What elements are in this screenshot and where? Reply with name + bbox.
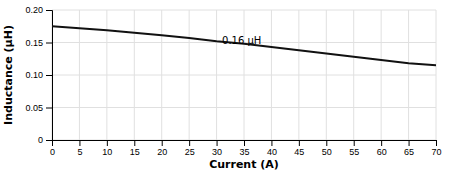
tick-mark <box>354 140 355 146</box>
axis-line <box>53 141 437 147</box>
grid-line-y <box>52 10 436 11</box>
grid-line-y <box>52 75 436 76</box>
grid <box>52 10 436 140</box>
tick-mark <box>217 140 218 146</box>
tick-label: 10 <box>102 147 112 157</box>
tick-mark <box>134 140 135 146</box>
tick-label: 55 <box>349 147 359 157</box>
tick: 25 <box>185 140 195 157</box>
tick-label: 0 <box>38 135 43 145</box>
tick-mark <box>244 140 245 146</box>
tick-label: 0.20 <box>25 5 43 15</box>
tick-label: 15 <box>130 147 140 157</box>
tick-label: 45 <box>294 147 304 157</box>
tick-mark <box>46 108 52 109</box>
tick-mark <box>436 140 437 146</box>
tick: 60 <box>377 140 387 157</box>
tick-label: 0.05 <box>25 103 43 113</box>
tick-label: 60 <box>377 147 387 157</box>
tick-mark <box>299 140 300 146</box>
tick-mark <box>79 140 80 146</box>
tick: 15 <box>130 140 140 157</box>
tick: 5 <box>77 140 82 157</box>
tick-mark <box>271 140 272 146</box>
tick: 0.05 <box>25 103 52 113</box>
grid-line-y <box>52 107 436 108</box>
tick-label: 30 <box>212 147 222 157</box>
line <box>52 26 436 65</box>
tick-label: 20 <box>157 147 167 157</box>
tick-label: 35 <box>239 147 249 157</box>
tick-mark <box>46 75 52 76</box>
tick-mark <box>162 140 163 146</box>
tick-mark <box>326 140 327 146</box>
tick-label: 50 <box>322 147 332 157</box>
tick-mark <box>189 140 190 146</box>
tick: 70 <box>431 140 441 157</box>
tick: 0.10 <box>25 70 52 80</box>
tick: 40 <box>267 140 277 157</box>
tick-label: 25 <box>185 147 195 157</box>
tick: 50 <box>322 140 332 157</box>
tick-label: 65 <box>404 147 414 157</box>
tick: 0 <box>38 135 52 145</box>
tick: 55 <box>349 140 359 157</box>
tick-mark <box>381 140 382 146</box>
tick-label: 70 <box>431 147 441 157</box>
tick-mark <box>107 140 108 146</box>
y-axis: 0 0.05 0.10 0.15 0.20 <box>25 5 52 145</box>
tick: 35 <box>239 140 249 157</box>
axis-line <box>46 11 53 141</box>
tick: 0.20 <box>25 5 52 15</box>
tick-label: 5 <box>77 147 82 157</box>
tick: 65 <box>404 140 414 157</box>
tick: 10 <box>102 140 112 157</box>
marks <box>52 26 436 65</box>
tick-label: 0.10 <box>25 70 43 80</box>
tick-label: 0 <box>50 147 55 157</box>
tick: 45 <box>294 140 304 157</box>
tick-mark <box>46 10 52 11</box>
tick: 20 <box>157 140 167 157</box>
tick: 0 <box>50 140 55 157</box>
tick-label: 40 <box>267 147 277 157</box>
tick: 0.15 <box>25 38 52 48</box>
x-axis: 0 5 10 15 20 25 30 35 40 45 50 55 60 65 70 <box>50 140 442 157</box>
tick-mark <box>46 43 52 44</box>
annotation: 0.16 μH <box>222 35 261 46</box>
plot-area: 0 5 10 15 20 25 30 35 40 45 50 55 60 65 70 0 0.05 0.10 0.1… <box>25 5 441 157</box>
chart: 0 5 10 15 20 25 30 35 40 45 50 55 60 65 70 0 0.05 0.10 0.1… <box>0 0 450 172</box>
tick: 30 <box>212 140 222 157</box>
y-axis-title: Inductance (μH) <box>2 25 15 125</box>
tick-mark <box>46 140 52 141</box>
tick-mark <box>409 140 410 146</box>
x-axis-title: Current (A) <box>209 158 279 171</box>
tick-label: 0.15 <box>25 38 43 48</box>
